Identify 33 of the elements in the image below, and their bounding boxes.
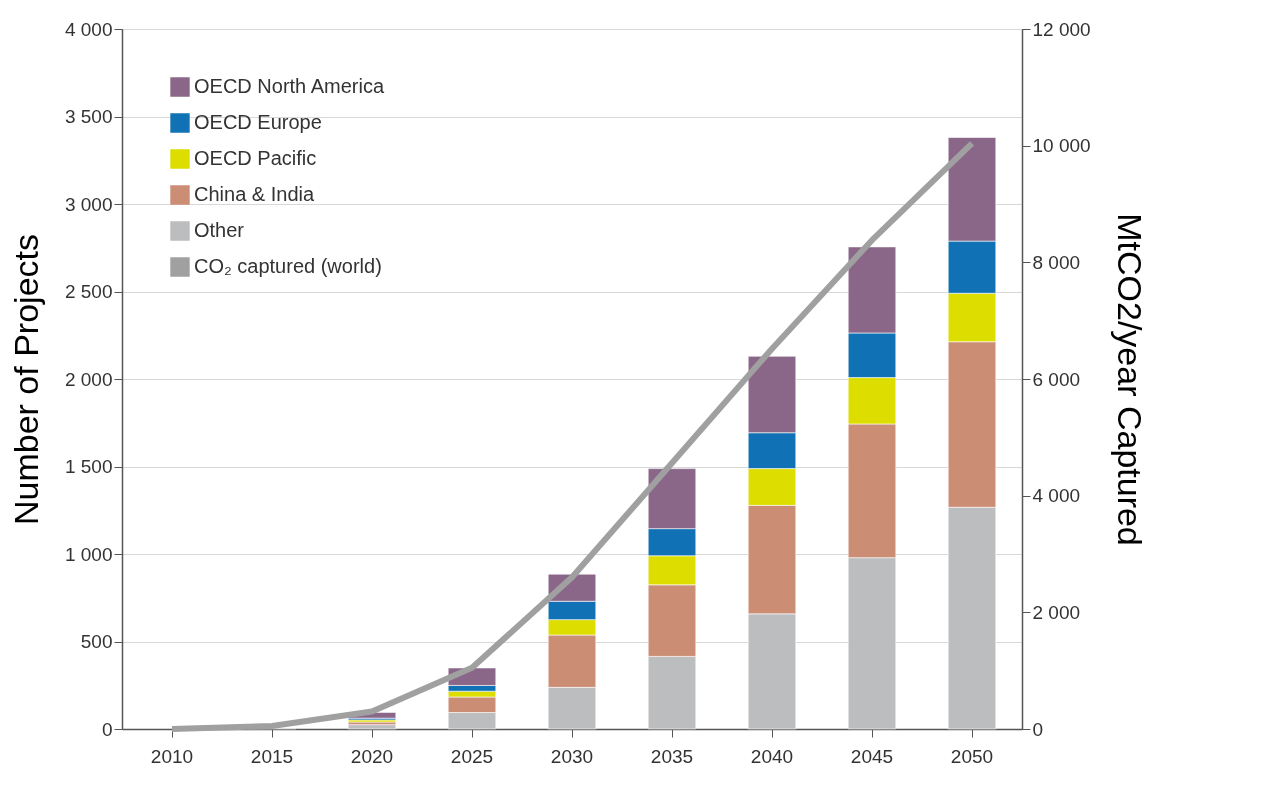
y2-tick-label: 6 000: [1032, 368, 1081, 390]
y-tick-label: 0: [101, 718, 113, 740]
y2-tick-label: 12 000: [1032, 18, 1091, 40]
y-tick-label: 500: [80, 631, 113, 652]
y-tick-label: 2 500: [64, 281, 113, 302]
y-tick-label: 3 500: [64, 106, 113, 127]
y-axis-title: Number of Projects: [6, 234, 45, 525]
legend-label: OECD Pacific: [194, 147, 317, 169]
y-tick-label: 3 000: [64, 193, 113, 215]
x-tick-label: 2045: [850, 745, 894, 767]
legend-label: OECD North America: [194, 75, 385, 97]
x-tick-label: 2025: [450, 745, 494, 767]
y2-tick-label: 10 000: [1032, 135, 1091, 157]
legend-label: OECD Europe: [194, 111, 322, 133]
y-tick-label: 1 000: [64, 543, 113, 565]
x-tick-label: 2030: [550, 745, 594, 767]
x-tick-label: 2050: [950, 745, 994, 767]
y-tick-label: 4 000: [64, 18, 113, 40]
x-tick-label: 2020: [350, 745, 394, 767]
y2-axis-title: MtCO2/year Captured: [1110, 213, 1149, 546]
x-tick-label: 2040: [750, 745, 794, 767]
legend-label: CO₂ captured (world): [194, 255, 382, 277]
y2-tick-label: 0: [1032, 718, 1044, 740]
y2-tick-label: 8 000: [1032, 251, 1081, 273]
x-tick-label: 2015: [250, 745, 294, 767]
legend-label: China & India: [194, 183, 315, 205]
x-tick-label: 2010: [150, 745, 194, 767]
y2-tick-label: 2 000: [1032, 601, 1081, 623]
y2-tick-label: 4 000: [1032, 485, 1081, 507]
y-tick-label: 1 500: [64, 456, 113, 477]
legend-label: Other: [194, 219, 245, 241]
y-tick-label: 2 000: [64, 368, 113, 390]
x-tick-label: 2035: [650, 745, 694, 767]
